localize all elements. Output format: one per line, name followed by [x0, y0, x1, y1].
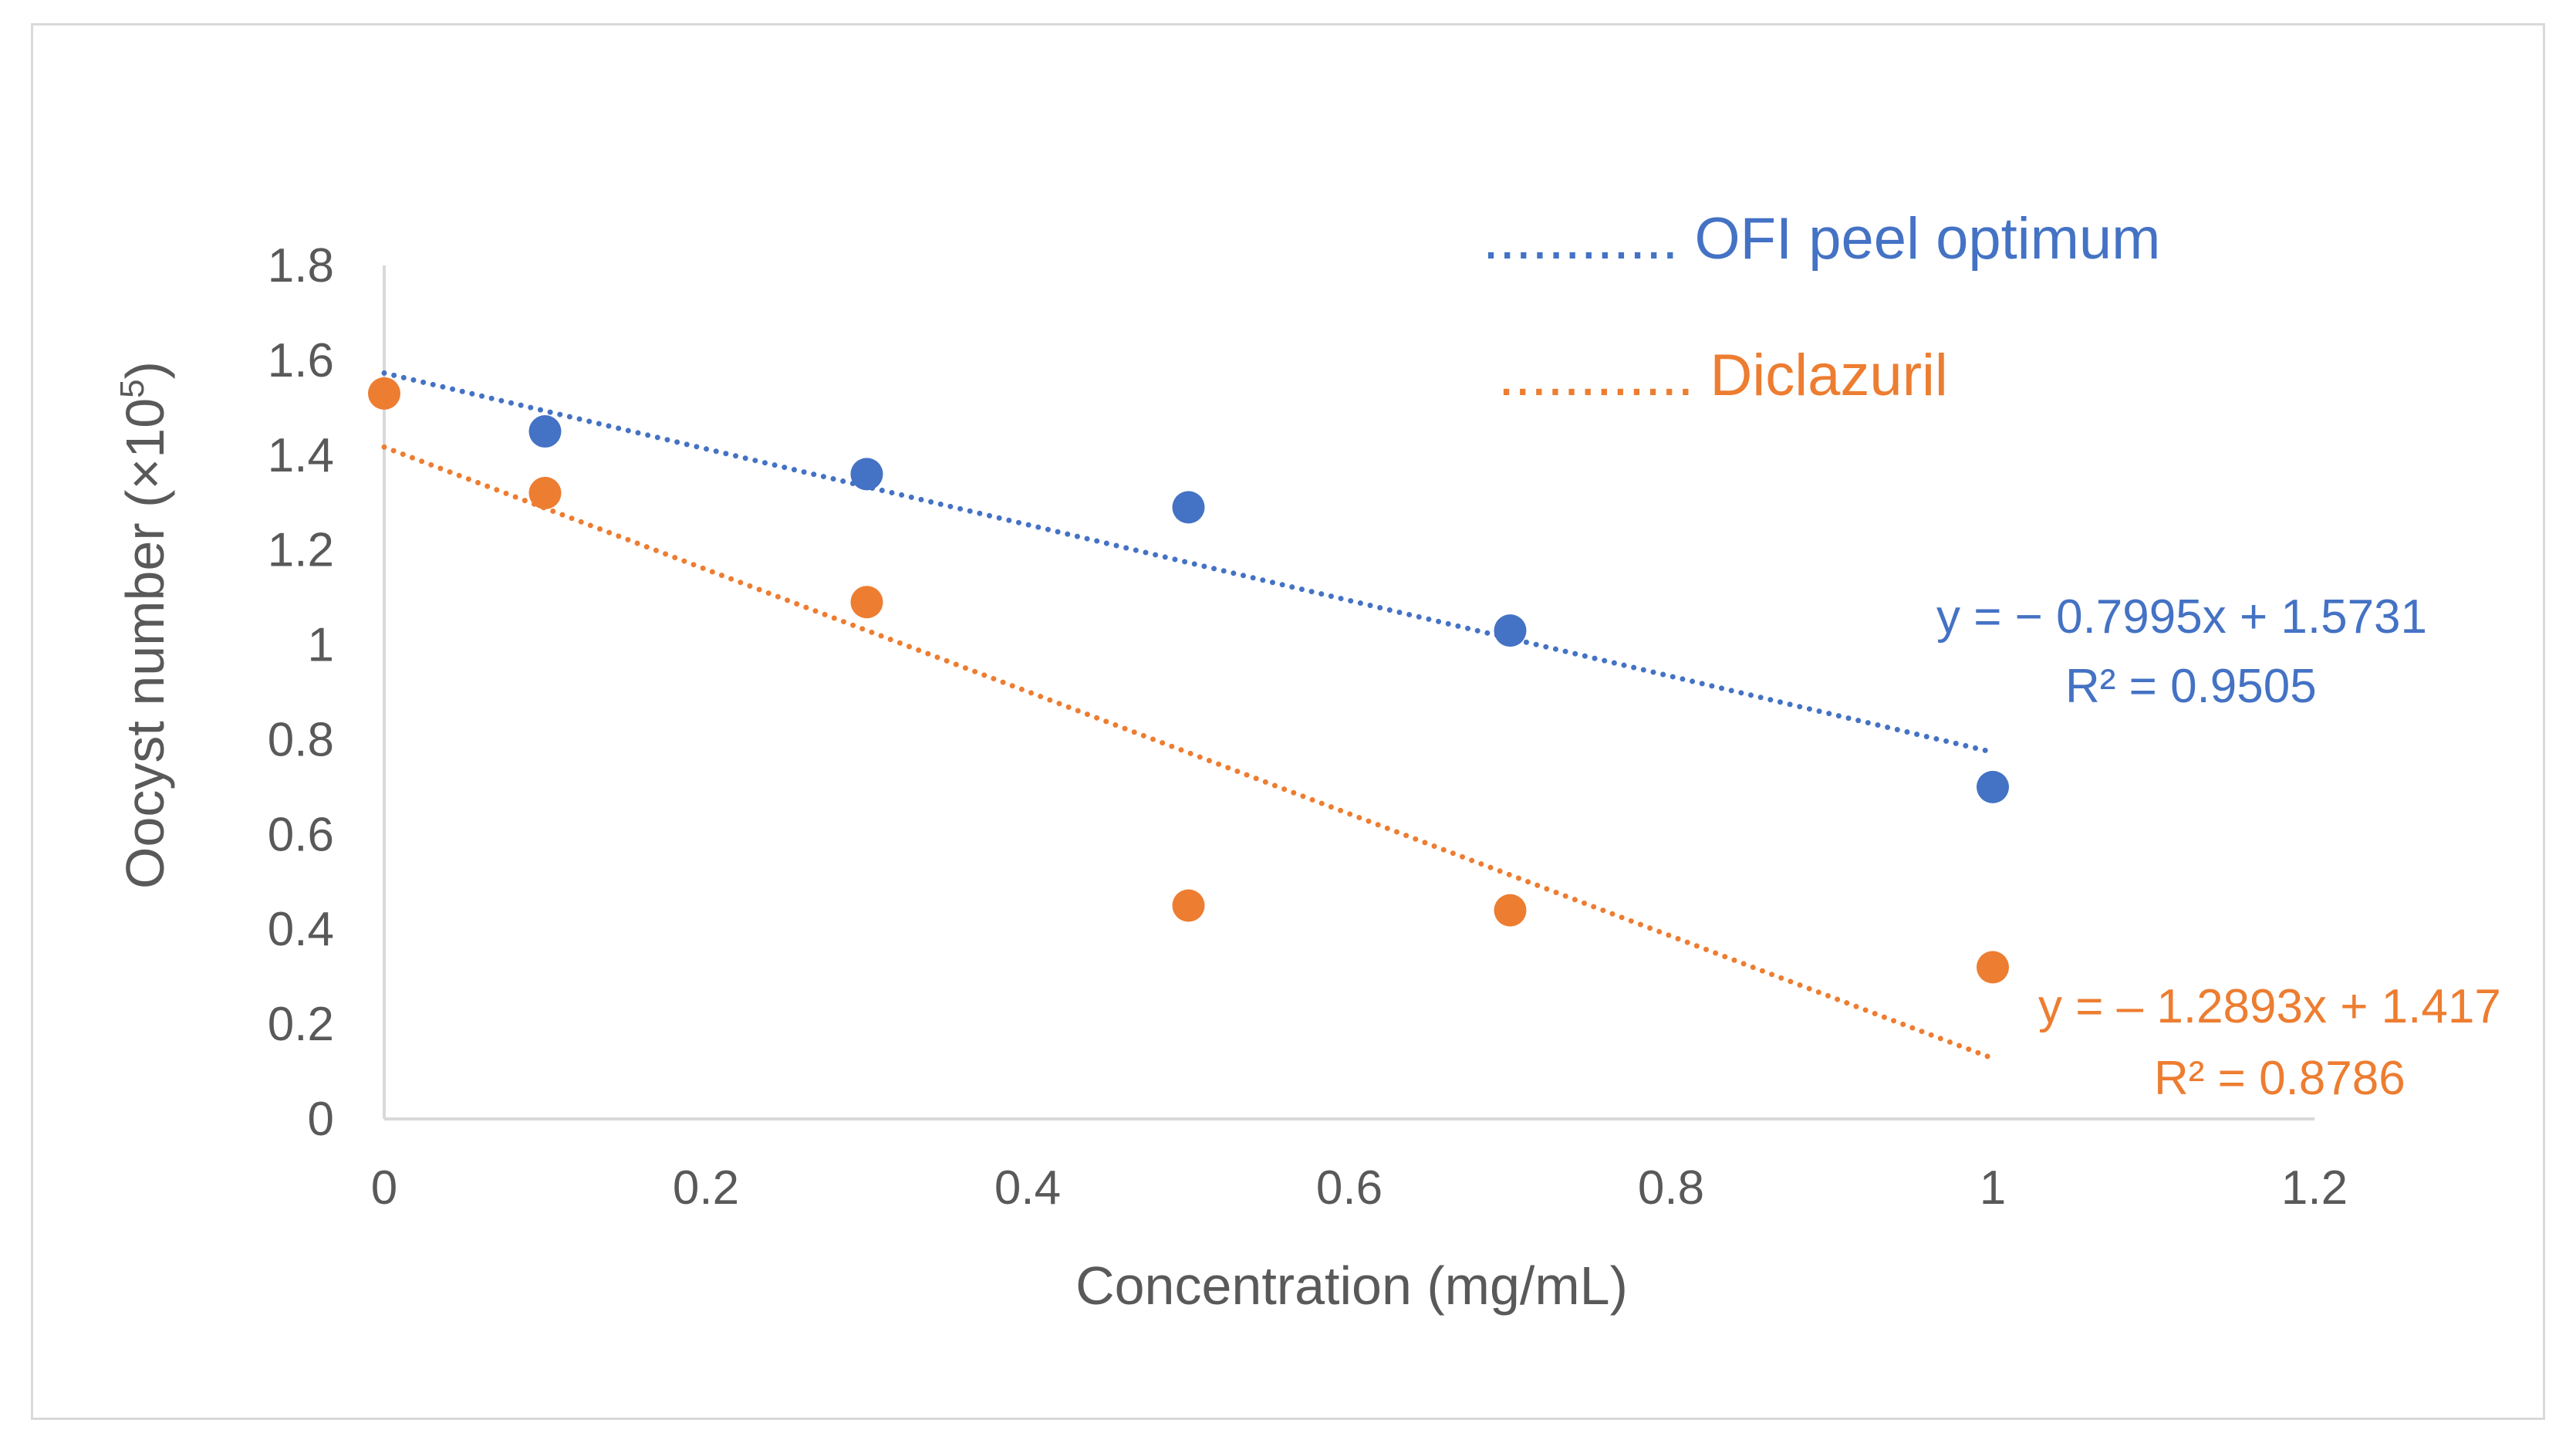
y-tick-label: 1	[308, 619, 334, 672]
y-tick-label: 0.6	[268, 808, 334, 861]
y-tick-label: 1.6	[268, 334, 334, 387]
diclazuril-data-point	[1172, 889, 1205, 922]
y-axis-title: Oocyst number (×105)	[113, 361, 175, 889]
x-tick-label: 0.4	[994, 1161, 1061, 1215]
y-tick-label: 1.8	[268, 239, 334, 292]
x-tick-labels: 0 0.2 0.4 0.6 0.8 1 1.2	[371, 1161, 2348, 1215]
ofi-peel-optimum-data-point	[1494, 614, 1527, 647]
diclazuril-trendline	[381, 444, 1996, 1062]
x-axis-title: Concentration (mg/mL)	[1075, 1256, 1628, 1316]
ofi-peel-optimum-data-point	[850, 458, 883, 491]
x-tick-label: 0	[371, 1161, 397, 1215]
data-points	[368, 377, 2009, 984]
diclazuril-trendline-equation: y = – 1.2893x + 1.417	[2038, 980, 2501, 1033]
diclazuril-data-point	[368, 377, 400, 410]
ofi-trendline-equation: y = − 0.7995x + 1.5731	[1936, 590, 2427, 644]
diclazuril-data-point	[850, 586, 883, 619]
legend-entry-ofi-peel-optimum: ............ OFI peel optimum	[1483, 206, 2161, 272]
trendlines	[381, 370, 1996, 1062]
y-tick-label: 0.4	[268, 903, 334, 956]
ofi-trendline-r2: R² = 0.9505	[2065, 660, 2317, 713]
y-tick-label: 0.8	[268, 713, 334, 766]
ofi-peel-optimum-data-point	[528, 415, 562, 448]
x-tick-label: 1	[1980, 1161, 2006, 1215]
x-tick-label: 0.8	[1638, 1161, 1704, 1215]
y-tick-labels: 0 0.2 0.4 0.6 0.8 1 1.2 1.4 1.6 1.8	[268, 239, 334, 1146]
y-tick-label: 1.4	[268, 429, 334, 482]
x-tick-label: 0.6	[1316, 1161, 1383, 1215]
axes	[383, 265, 2314, 1120]
y-axis-title-superscript: 5	[113, 379, 151, 397]
chart-frame	[31, 23, 2545, 1420]
diclazuril-trendline-r2: R² = 0.8786	[2154, 1052, 2406, 1105]
y-tick-label: 0	[308, 1093, 334, 1146]
ofi-peel-optimum-data-point	[1172, 491, 1205, 524]
diclazuril-data-point	[528, 476, 562, 509]
y-tick-label: 1.2	[268, 524, 334, 577]
y-axis-title-close: )	[115, 361, 175, 379]
y-axis-title-main: Oocyst number (×10	[115, 398, 175, 889]
diclazuril-data-point	[1494, 894, 1527, 927]
legend-entry-diclazuril: ............ Diclazuril	[1498, 343, 1948, 408]
ofi-peel-optimum-trendline	[381, 370, 1996, 755]
ofi-peel-optimum-data-point	[1977, 770, 2009, 803]
diclazuril-data-point	[1977, 951, 2009, 984]
y-tick-label: 0.2	[268, 998, 334, 1051]
x-tick-label: 1.2	[2281, 1161, 2348, 1215]
x-tick-label: 0.2	[673, 1161, 739, 1215]
